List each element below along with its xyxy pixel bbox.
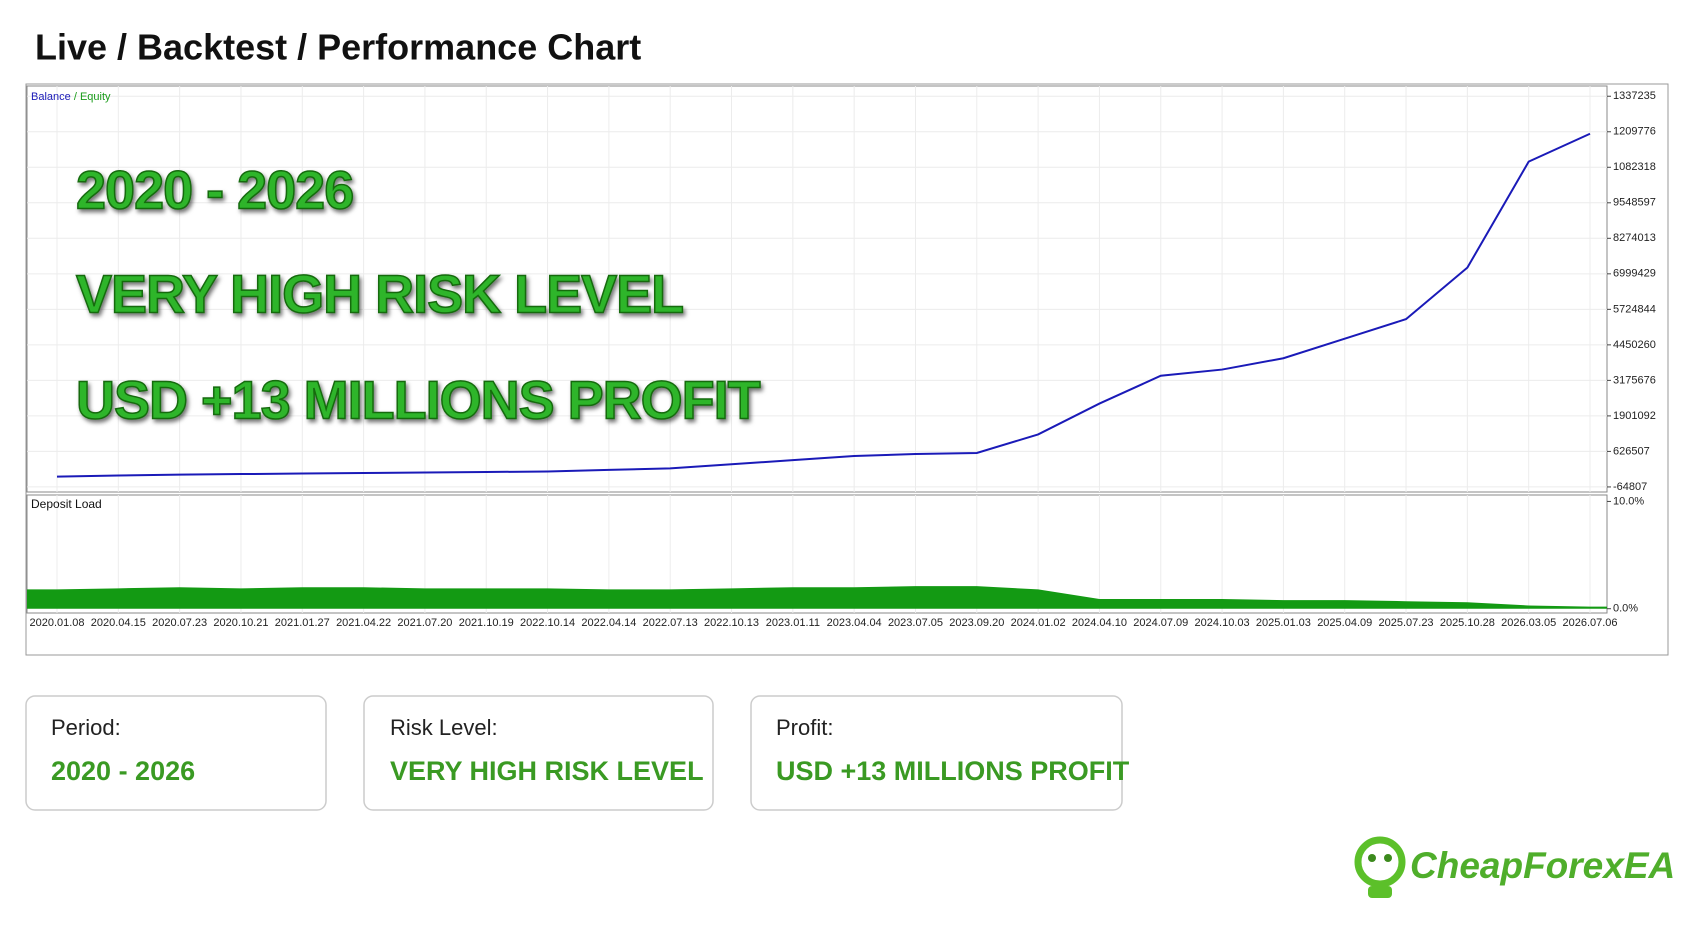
x-tick-label: 2022.07.13: [643, 617, 698, 629]
card-value: 2020 - 2026: [51, 756, 195, 786]
card: [363, 695, 714, 811]
annotations: 2020 - 2026 VERY HIGH RISK LEVEL USD +13…: [75, 160, 762, 432]
y-tick-label: 1209776: [1613, 126, 1656, 138]
x-tick-label: 2023.01.11: [766, 617, 820, 629]
x-tick-label: 2025.07.23: [1379, 617, 1434, 629]
legend: Balance / Equity: [31, 91, 111, 103]
x-tick-label: 2022.10.13: [704, 617, 759, 629]
y-tick-label: 10.0%: [1613, 495, 1644, 507]
brand-logo: CheapForexEA: [1354, 836, 1675, 898]
annotation: VERY HIGH RISK LEVEL: [76, 264, 683, 324]
plots: 2020.01.08 2020.04.15 2020.07.23 2020.10.21…: [27, 86, 1656, 629]
x-tick-label: 2021.04.22: [336, 617, 391, 629]
x-tick-label: 2026.07.06: [1562, 617, 1617, 629]
x-tick-label: 2025.04.09: [1317, 617, 1372, 629]
y-tick-label: -64807: [1613, 481, 1647, 493]
card-value: VERY HIGH RISK LEVEL: [390, 756, 704, 786]
brand-name: CheapForexEA: [1410, 845, 1675, 886]
card: [750, 695, 1123, 811]
logo-body: [1368, 886, 1392, 898]
x-tick-label: 2020.04.15: [91, 617, 146, 629]
x-tick-label: 2025.01.03: [1256, 617, 1311, 629]
y-tick-label: 8274013: [1613, 232, 1656, 244]
page-title: Live / Backtest / Performance Chart: [35, 27, 641, 68]
x-tick-label: 2024.04.10: [1072, 617, 1127, 629]
x-tick-label: 2024.10.03: [1195, 617, 1250, 629]
y-tick-label: 6999429: [1613, 268, 1656, 280]
y-tick-label: 5724844: [1613, 303, 1656, 315]
x-tick-label: 2024.07.09: [1133, 617, 1188, 629]
logo-eye: [1368, 854, 1376, 862]
x-tick-label: 2022.10.14: [520, 617, 575, 629]
x-tick-label: 2023.07.05: [888, 617, 943, 629]
logo-icon: [1354, 836, 1406, 888]
logo-eye: [1384, 854, 1392, 862]
x-tick-label: 2021.10.19: [459, 617, 514, 629]
deposit-title: Deposit Load: [31, 497, 102, 511]
y-tick-label: 1901092: [1613, 410, 1656, 422]
x-tick-label: 2023.09.20: [949, 617, 1004, 629]
y-tick-label: 0.0%: [1613, 603, 1638, 615]
y-tick-label: 1082318: [1613, 161, 1656, 173]
y-tick-label: 4450260: [1613, 339, 1656, 351]
x-tick-label: 2021.01.27: [275, 617, 330, 629]
x-tick-label: 2020.07.23: [152, 617, 207, 629]
balance-line: [56, 132, 1591, 478]
x-tick-label: 2021.07.20: [397, 617, 452, 629]
y-tick-label: 1337235: [1613, 90, 1656, 102]
annotation: USD +13 MILLIONS PROFIT: [76, 370, 761, 430]
card-label: Risk Level:: [390, 715, 498, 740]
legend-balance: Balance: [31, 91, 71, 103]
card: [25, 695, 327, 811]
x-tick-label: 2020.10.21: [213, 617, 268, 629]
cards: Period: 2020 - 2026 Risk Level: VERY HIG…: [25, 695, 1130, 811]
deposit-area: [27, 586, 1607, 609]
y-tick-label: 3175676: [1613, 374, 1656, 386]
balance-panel: [26, 85, 1608, 493]
x-tick-label: 2026.03.05: [1501, 617, 1556, 629]
card-label: Period:: [51, 715, 121, 740]
card-value: USD +13 MILLIONS PROFIT: [776, 756, 1130, 786]
y-tick-label: 9548597: [1613, 197, 1656, 209]
legend-equity: / Equity: [74, 91, 111, 103]
x-tick-label: 2022.04.14: [581, 617, 636, 629]
x-tick-label: 2024.01.02: [1011, 617, 1066, 629]
y-tick-label: 626507: [1613, 445, 1650, 457]
x-tick-label: 2023.04.04: [827, 617, 882, 629]
x-tick-label: 2020.01.08: [29, 617, 84, 629]
annotation: 2020 - 2026: [76, 160, 353, 220]
card-label: Profit:: [776, 715, 833, 740]
x-tick-label: 2025.10.28: [1440, 617, 1495, 629]
